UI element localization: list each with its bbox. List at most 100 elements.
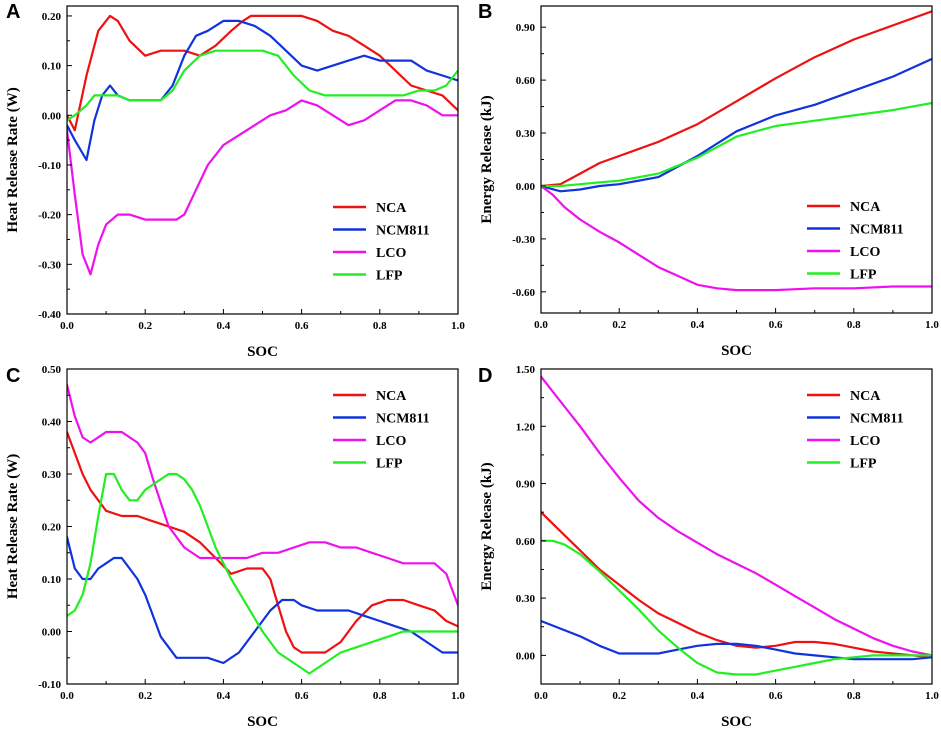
legend-label-nca: NCA <box>850 389 881 404</box>
x-tick-label: 0.8 <box>373 320 387 332</box>
y-tick-label: 0.30 <box>42 469 62 481</box>
legend-label-nca: NCA <box>376 389 407 404</box>
legend: NCA NCM811 LCO LFP <box>807 200 904 283</box>
series-line-lfp <box>541 101 932 188</box>
x-tick-label: 0.4 <box>217 320 231 332</box>
y-tick-label: 0.90 <box>516 22 536 34</box>
legend-label-lco: LCO <box>376 434 406 449</box>
legend-label-lfp: LFP <box>850 457 877 472</box>
x-tick-label: 0.2 <box>612 690 626 702</box>
x-tick-label: 0.8 <box>847 690 861 702</box>
legend-label-nca: NCA <box>376 201 407 216</box>
x-axis-title: SOC <box>247 344 278 360</box>
legend: NCA NCM811 LCO LFP <box>333 201 430 284</box>
panel-d: 0.0 0.2 0.4 0.6 0.8 1.0 0.00 0.30 0.60 0.90 1.20 1.… <box>478 364 939 730</box>
y-tick-label: 1.20 <box>516 421 536 433</box>
x-tick-label: 0.6 <box>769 690 783 702</box>
x-tick-label: 0.4 <box>691 690 705 702</box>
legend-label-lco: LCO <box>850 434 880 449</box>
y-axis-title: Heat Release Rate (W) <box>5 87 21 232</box>
y-tick-label: 0.50 <box>42 364 62 376</box>
y-tick-label: -0.10 <box>38 160 61 172</box>
y-tick-label: 0.00 <box>42 627 62 639</box>
legend-label-ncm811: NCM811 <box>850 223 904 238</box>
x-tick-label: 0.4 <box>217 690 231 702</box>
legend-label-nca: NCA <box>850 200 881 215</box>
x-tick-label: 0.8 <box>847 319 861 331</box>
y-tick-label: -0.60 <box>512 287 535 299</box>
series-group <box>67 14 458 276</box>
legend-label-lfp: LFP <box>850 268 877 283</box>
y-tick-label: 0.30 <box>516 593 536 605</box>
x-tick-label: 0.0 <box>60 320 74 332</box>
x-axis-title: SOC <box>721 343 752 359</box>
panel-b: 0.0 0.2 0.4 0.6 0.8 1.0 -0.60 -0.30 0.00 0.30 0.60… <box>478 1 939 359</box>
y-axis-title: Heat Release Rate (W) <box>5 454 21 599</box>
series-group <box>541 10 932 292</box>
y-tick-label: 0.00 <box>516 181 536 193</box>
x-tick-label: 1.0 <box>451 690 465 702</box>
x-tick-label: 0.0 <box>534 690 548 702</box>
series-line-nca <box>67 14 458 132</box>
x-tick-label: 1.0 <box>925 319 939 331</box>
panel-letter: D <box>478 365 492 387</box>
x-tick-label: 0.2 <box>138 690 152 702</box>
series-line-lco <box>541 375 932 657</box>
x-tick-label: 0.6 <box>769 319 783 331</box>
y-tick-label: -0.30 <box>38 259 61 271</box>
y-tick-label: 0.40 <box>42 417 62 429</box>
y-tick-label: 0.10 <box>42 61 62 73</box>
y-tick-label: 1.50 <box>516 364 536 376</box>
x-tick-label: 0.0 <box>534 319 548 331</box>
y-tick-label: 0.90 <box>516 479 536 491</box>
x-tick-label: 0.2 <box>612 319 626 331</box>
legend-label-lfp: LFP <box>376 269 403 284</box>
series-line-ncm811 <box>67 19 458 162</box>
series-line-ncm811 <box>541 57 932 193</box>
y-tick-label: 0.00 <box>42 110 62 122</box>
panel-a: 0.0 0.2 0.4 0.6 0.8 1.0 -0.40 -0.30 -0.20 -0.10 0.… <box>5 1 465 360</box>
y-axis-title: Energy Release (kJ) <box>479 462 495 590</box>
legend-label-ncm811: NCM811 <box>376 412 430 427</box>
y-tick-label: 0.60 <box>516 536 536 548</box>
x-tick-label: 0.6 <box>295 690 309 702</box>
legend-label-ncm811: NCM811 <box>376 224 430 239</box>
x-tick-label: 0.8 <box>373 690 387 702</box>
series-group <box>67 383 458 675</box>
y-tick-label: 0.00 <box>516 650 536 662</box>
x-axis-title: SOC <box>247 714 278 730</box>
y-axis-title: Energy Release (kJ) <box>479 95 495 223</box>
y-tick-label: 0.20 <box>42 11 62 23</box>
y-tick-label: 0.20 <box>42 522 62 534</box>
panel-letter: B <box>478 1 492 23</box>
series-line-ncm811 <box>541 619 932 661</box>
series-line-lfp <box>67 49 458 122</box>
panel-letter: A <box>6 1 20 23</box>
series-line-ncm811 <box>67 535 458 665</box>
series-line-lco <box>67 99 458 276</box>
x-tick-label: 1.0 <box>925 690 939 702</box>
panel-c: 0.0 0.2 0.4 0.6 0.8 1.0 -0.10 0.00 0.10 0.20 0.30 0… <box>5 364 465 730</box>
series-line-lfp <box>67 472 458 675</box>
legend: NCA NCM811 LCO LFP <box>333 389 430 472</box>
series-line-nca <box>541 511 932 659</box>
x-tick-label: 0.6 <box>295 320 309 332</box>
legend-label-ncm811: NCM811 <box>850 412 904 427</box>
series-line-lco <box>67 383 458 607</box>
y-tick-label: 0.30 <box>516 128 536 140</box>
y-tick-label: -0.10 <box>38 679 61 691</box>
x-tick-label: 0.2 <box>138 320 152 332</box>
series-line-lfp <box>541 539 932 676</box>
legend-label-lfp: LFP <box>376 457 403 472</box>
y-tick-label: -0.30 <box>512 234 535 246</box>
y-tick-label: 0.10 <box>42 574 62 586</box>
series-line-nca <box>541 10 932 188</box>
x-tick-label: 0.4 <box>691 319 705 331</box>
series-group <box>541 375 932 676</box>
series-line-nca <box>67 430 458 654</box>
x-axis-title: SOC <box>721 714 752 730</box>
legend-label-lco: LCO <box>850 245 880 260</box>
x-tick-label: 0.0 <box>60 690 74 702</box>
series-line-lco <box>541 184 932 292</box>
